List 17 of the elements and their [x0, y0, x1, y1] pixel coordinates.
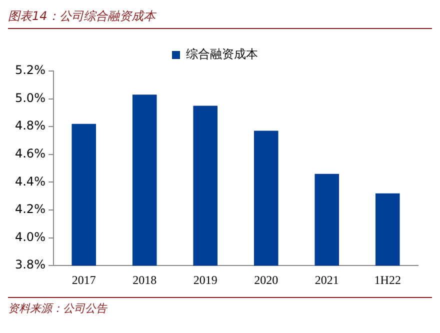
x-tick-label: 1H22 — [374, 272, 401, 287]
y-tick-label: 5.0% — [14, 90, 46, 105]
y-tick-label: 4.8% — [14, 118, 46, 133]
y-tick-label: 5.2% — [14, 63, 46, 78]
x-tick-label: 2021 — [314, 272, 339, 287]
chart-title: 图表14：公司综合融资成本 — [8, 8, 432, 29]
x-tick-label: 2018 — [132, 272, 157, 287]
y-tick-label: 4.2% — [14, 202, 46, 216]
y-tick-label: 3.8% — [14, 258, 46, 272]
x-tick-label: 2020 — [254, 272, 278, 287]
x-tick-label: 2019 — [193, 272, 218, 287]
y-tick-label: 4.6% — [14, 146, 46, 161]
x-tick-label: 2017 — [72, 272, 96, 287]
y-tick-label: 4.0% — [14, 230, 46, 244]
text: 资料来源：公司公告 — [8, 297, 432, 316]
legend-label: 综合融资成本 — [186, 47, 258, 62]
y-tick-label: 4.4% — [14, 174, 46, 188]
